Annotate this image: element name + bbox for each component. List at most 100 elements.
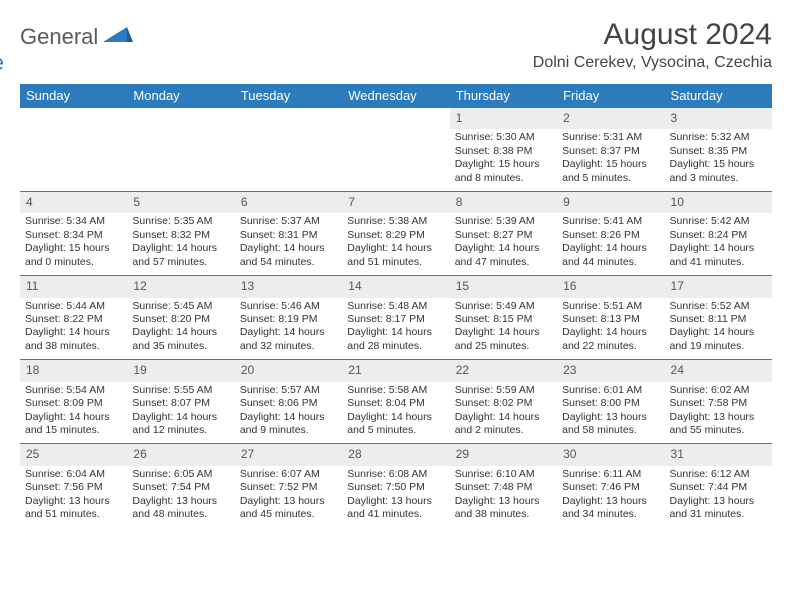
day-details-cell: Sunrise: 5:49 AMSunset: 8:15 PMDaylight:… — [450, 298, 557, 360]
day-details-cell: Sunrise: 5:58 AMSunset: 8:04 PMDaylight:… — [342, 382, 449, 444]
daylight-line: Daylight: 13 hours and 51 minutes. — [25, 495, 122, 522]
sunrise-line: Sunrise: 5:38 AM — [347, 215, 444, 228]
daylight-line: Daylight: 13 hours and 41 minutes. — [347, 495, 444, 522]
sunset-line: Sunset: 8:13 PM — [562, 313, 659, 326]
header-row: General Blue August 2024 Dolni Cerekev, … — [20, 18, 772, 76]
daylight-line: Daylight: 15 hours and 8 minutes. — [455, 158, 552, 185]
weekday-header: Saturday — [665, 84, 772, 108]
sunrise-line: Sunrise: 5:45 AM — [132, 300, 229, 313]
daylight-line: Daylight: 14 hours and 9 minutes. — [240, 411, 337, 438]
day-number-cell: 4 — [20, 192, 127, 214]
day-details-cell: Sunrise: 5:35 AMSunset: 8:32 PMDaylight:… — [127, 213, 234, 275]
sunrise-line: Sunrise: 5:37 AM — [240, 215, 337, 228]
day-number-cell: 26 — [127, 444, 234, 466]
day-details-row: Sunrise: 5:30 AMSunset: 8:38 PMDaylight:… — [20, 129, 772, 191]
day-number-cell: 23 — [557, 360, 664, 382]
sunrise-line: Sunrise: 6:04 AM — [25, 468, 122, 481]
daylight-line: Daylight: 14 hours and 15 minutes. — [25, 411, 122, 438]
day-number-cell: 31 — [665, 444, 772, 466]
day-number-cell: 29 — [450, 444, 557, 466]
calendar-page: General Blue August 2024 Dolni Cerekev, … — [0, 0, 792, 540]
day-number-cell: 24 — [665, 360, 772, 382]
weekday-header: Wednesday — [342, 84, 449, 108]
sunset-line: Sunset: 7:52 PM — [240, 481, 337, 494]
day-number-cell: 18 — [20, 360, 127, 382]
sunrise-line: Sunrise: 6:08 AM — [347, 468, 444, 481]
day-number-cell: 25 — [20, 444, 127, 466]
day-number-cell: 17 — [665, 276, 772, 298]
sunrise-line: Sunrise: 5:57 AM — [240, 384, 337, 397]
day-details-cell: Sunrise: 5:37 AMSunset: 8:31 PMDaylight:… — [235, 213, 342, 275]
sunrise-line: Sunrise: 5:48 AM — [347, 300, 444, 313]
sunrise-line: Sunrise: 5:31 AM — [562, 131, 659, 144]
sunrise-line: Sunrise: 6:12 AM — [670, 468, 767, 481]
day-number-cell: 14 — [342, 276, 449, 298]
day-details-cell: Sunrise: 5:31 AMSunset: 8:37 PMDaylight:… — [557, 129, 664, 191]
day-details-row: Sunrise: 6:04 AMSunset: 7:56 PMDaylight:… — [20, 466, 772, 528]
sunset-line: Sunset: 8:07 PM — [132, 397, 229, 410]
calendar-body: 123Sunrise: 5:30 AMSunset: 8:38 PMDaylig… — [20, 108, 772, 528]
day-details-cell: Sunrise: 6:01 AMSunset: 8:00 PMDaylight:… — [557, 382, 664, 444]
sunset-line: Sunset: 8:04 PM — [347, 397, 444, 410]
weekday-header: Monday — [127, 84, 234, 108]
day-details-cell: Sunrise: 5:38 AMSunset: 8:29 PMDaylight:… — [342, 213, 449, 275]
weekday-header-row: Sunday Monday Tuesday Wednesday Thursday… — [20, 84, 772, 108]
day-number-cell: 19 — [127, 360, 234, 382]
day-details-row: Sunrise: 5:34 AMSunset: 8:34 PM Daylight:… — [20, 213, 772, 275]
day-details-cell: Sunrise: 5:55 AMSunset: 8:07 PMDaylight:… — [127, 382, 234, 444]
weekday-header: Sunday — [20, 84, 127, 108]
day-details-cell: Sunrise: 5:52 AMSunset: 8:11 PMDaylight:… — [665, 298, 772, 360]
day-details-cell: Sunrise: 6:05 AMSunset: 7:54 PMDaylight:… — [127, 466, 234, 528]
daylight-line: Daylight: 14 hours and 44 minutes. — [562, 242, 659, 269]
sunset-line: Sunset: 8:17 PM — [347, 313, 444, 326]
sunset-line: Sunset: 8:00 PM — [562, 397, 659, 410]
sunset-line: Sunset: 8:15 PM — [455, 313, 552, 326]
day-number-cell: 11 — [20, 276, 127, 298]
day-details-cell: Sunrise: 6:04 AMSunset: 7:56 PMDaylight:… — [20, 466, 127, 528]
day-details-cell: Sunrise: 5:45 AMSunset: 8:20 PMDaylight:… — [127, 298, 234, 360]
day-details-cell: Sunrise: 6:10 AMSunset: 7:48 PMDaylight:… — [450, 466, 557, 528]
sunset-line: Sunset: 8:02 PM — [455, 397, 552, 410]
daylight-line: Daylight: 14 hours and 32 minutes. — [240, 326, 337, 353]
day-details-cell — [342, 129, 449, 191]
daylight-line: Daylight: 14 hours and 22 minutes. — [562, 326, 659, 353]
daylight-line: Daylight: 13 hours and 55 minutes. — [670, 411, 767, 438]
day-details-cell: Sunrise: 5:57 AMSunset: 8:06 PMDaylight:… — [235, 382, 342, 444]
sunset-line: Sunset: 7:58 PM — [670, 397, 767, 410]
day-details-cell: Sunrise: 6:07 AMSunset: 7:52 PMDaylight:… — [235, 466, 342, 528]
sunrise-line: Sunrise: 5:35 AM — [132, 215, 229, 228]
daylight-line: Daylight: 14 hours and 12 minutes. — [132, 411, 229, 438]
sunrise-line: Sunrise: 5:51 AM — [562, 300, 659, 313]
day-details-cell: Sunrise: 5:34 AMSunset: 8:34 PMDaylight:… — [20, 213, 127, 275]
sunset-line: Sunset: 8:26 PM — [562, 229, 659, 242]
day-details-cell — [235, 129, 342, 191]
sunset-line: Sunset: 8:22 PM — [25, 313, 122, 326]
day-number-cell: 21 — [342, 360, 449, 382]
sunrise-line: Sunrise: 5:42 AM — [670, 215, 767, 228]
daylight-line: Daylight: 15 hours and 5 minutes. — [562, 158, 659, 185]
day-number-cell — [235, 108, 342, 130]
sunset-line: Sunset: 8:34 PM — [25, 229, 122, 242]
day-number-cell: 27 — [235, 444, 342, 466]
sunset-line: Sunset: 8:09 PM — [25, 397, 122, 410]
daylight-line: Daylight: 14 hours and 35 minutes. — [132, 326, 229, 353]
day-number-cell: 12 — [127, 276, 234, 298]
location-subtitle: Dolni Cerekev, Vysocina, Czechia — [533, 54, 772, 72]
day-details-cell: Sunrise: 5:44 AMSunset: 8:22 PMDaylight:… — [20, 298, 127, 360]
sunrise-line: Sunrise: 6:01 AM — [562, 384, 659, 397]
sunrise-line: Sunrise: 5:34 AM — [25, 215, 122, 228]
day-number-row: 25262728293031 — [20, 444, 772, 466]
sunset-line: Sunset: 8:35 PM — [670, 145, 767, 158]
sunset-line: Sunset: 7:50 PM — [347, 481, 444, 494]
sunrise-line: Sunrise: 5:30 AM — [455, 131, 552, 144]
logo-word-blue: Blue — [0, 50, 4, 75]
day-number-cell: 6 — [235, 192, 342, 214]
sunset-line: Sunset: 8:24 PM — [670, 229, 767, 242]
day-details-cell: Sunrise: 5:30 AMSunset: 8:38 PMDaylight:… — [450, 129, 557, 191]
day-details-cell: Sunrise: 5:48 AMSunset: 8:17 PMDaylight:… — [342, 298, 449, 360]
weekday-header: Thursday — [450, 84, 557, 108]
day-details-cell: Sunrise: 6:12 AMSunset: 7:44 PMDaylight:… — [665, 466, 772, 528]
day-number-cell: 5 — [127, 192, 234, 214]
sunrise-line: Sunrise: 5:55 AM — [132, 384, 229, 397]
sunrise-line: Sunrise: 6:05 AM — [132, 468, 229, 481]
